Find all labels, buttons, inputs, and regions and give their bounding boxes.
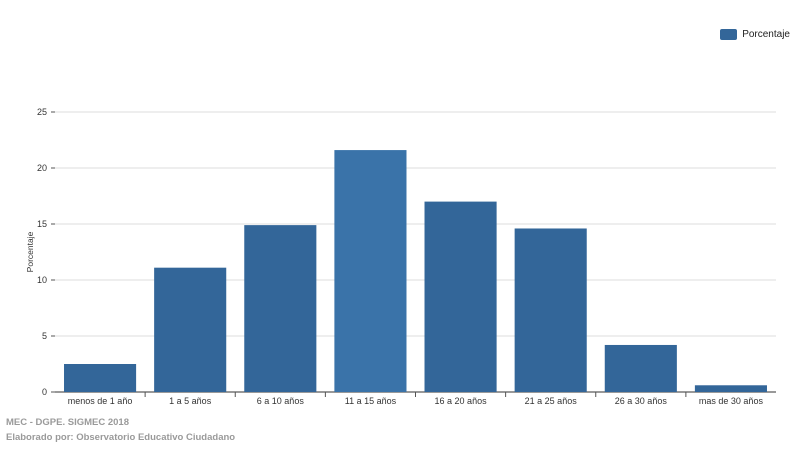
legend-label: Porcentaje xyxy=(742,29,790,40)
x-axis: menos de 1 año 1 a 5 años 6 a 10 años 11 a … xyxy=(68,392,764,406)
legend[interactable]: Porcentaje xyxy=(720,29,790,40)
y-tick-label: 25 xyxy=(37,107,47,117)
bar xyxy=(154,267,227,392)
y-tick-label: 5 xyxy=(42,331,47,341)
credit-line: Elaborado por: Observatorio Educativo Ci… xyxy=(6,432,236,443)
x-tick-label: 26 a 30 años xyxy=(615,396,668,406)
x-tick-label: 11 a 15 años xyxy=(345,396,397,406)
y-tick-label: 0 xyxy=(42,387,47,397)
y-axis: 0 5 10 15 20 25 xyxy=(37,107,55,397)
bar xyxy=(424,201,497,392)
bar xyxy=(604,344,677,392)
x-tick-label: 1 a 5 años xyxy=(169,396,212,406)
bars xyxy=(64,150,767,392)
y-axis-label: Porcentaje xyxy=(25,231,35,272)
y-tick-label: 15 xyxy=(37,219,47,229)
bar xyxy=(334,150,407,392)
source-note: MEC - DGPE. SIGMEC 2018 Elaborado por: O… xyxy=(6,415,235,445)
legend-swatch xyxy=(720,29,738,40)
x-tick-label: mas de 30 años xyxy=(699,396,764,406)
x-tick-label: 16 a 20 años xyxy=(435,396,488,406)
bar xyxy=(64,364,137,392)
y-tick-label: 20 xyxy=(37,163,47,173)
x-tick-label: 21 a 25 años xyxy=(525,396,578,406)
bar xyxy=(694,385,767,392)
bar xyxy=(244,225,317,392)
y-tick-label: 10 xyxy=(37,275,47,285)
x-tick-label: 6 a 10 años xyxy=(257,396,305,406)
bar xyxy=(514,228,587,392)
x-tick-label: menos de 1 año xyxy=(68,396,133,406)
source-line: MEC - DGPE. SIGMEC 2018 xyxy=(6,417,130,428)
